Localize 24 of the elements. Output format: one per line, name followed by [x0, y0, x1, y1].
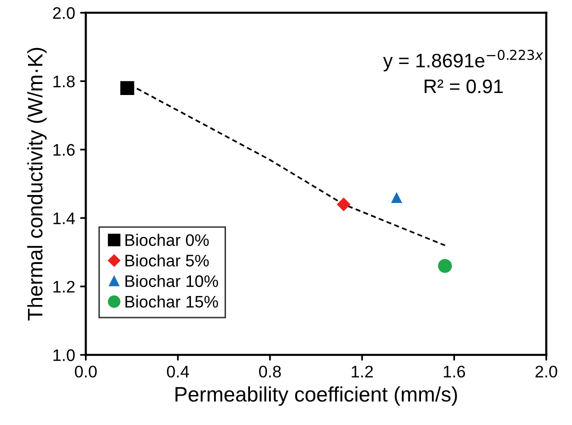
x-tick-label: 2.0 [536, 366, 558, 378]
legend-label: Biochar 5% [126, 254, 209, 267]
legend-label: Biochar 15% [126, 295, 218, 308]
x-axis-title: Permeability coefficient (mm/s) [176, 386, 457, 406]
y-tick-label: 1.4 [53, 212, 75, 224]
y-tick-label: 1.6 [53, 144, 75, 156]
point [336, 197, 351, 212]
x-tick-label: 0.8 [259, 366, 281, 378]
x-tick-label: 1.6 [444, 366, 466, 378]
annotation: R² = 0.91 [424, 79, 503, 94]
point [120, 81, 134, 95]
y-tick-label: 2.0 [53, 7, 75, 19]
y-tick-label: 1.2 [53, 280, 75, 292]
legend-label: Biochar 10% [126, 274, 218, 288]
x-tick-label: 0.0 [74, 366, 97, 378]
x-tick-label: 0.4 [166, 366, 189, 378]
legend-label: Biochar 0% [126, 234, 209, 246]
y-tick-label: 1.8 [53, 76, 75, 88]
y-tick-label: 1.0 [53, 349, 75, 362]
y-axis-title: Thermal conductivity (W/m·K) [27, 48, 47, 321]
x-tick-label: 1.2 [352, 366, 373, 378]
annotation: y = 1.8691e$^{−0.223x}$ [383, 50, 544, 72]
point [438, 258, 452, 273]
point [391, 192, 402, 204]
